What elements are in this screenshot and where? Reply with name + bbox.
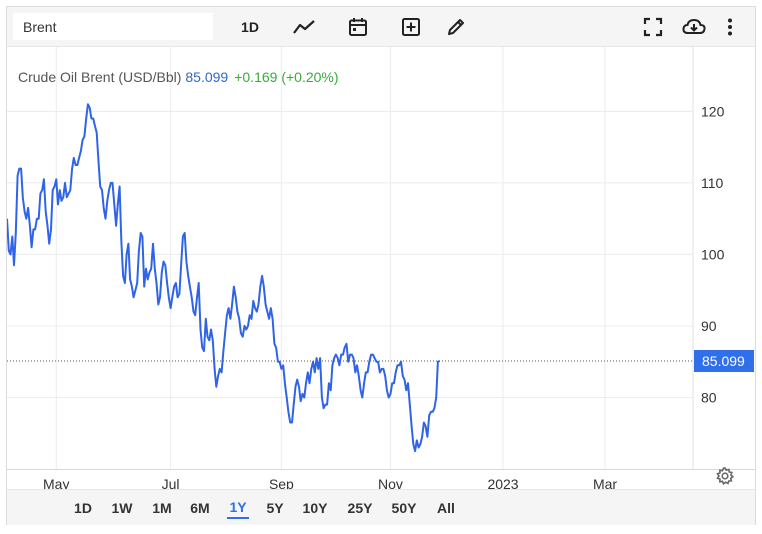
range-button-6m[interactable]: 6M <box>190 500 210 516</box>
range-button-1d[interactable]: 1D <box>74 500 92 516</box>
timeframe-button[interactable]: 1D <box>241 19 259 35</box>
line-chart-icon <box>293 20 315 34</box>
legend-instrument-name: Crude Oil Brent (USD/Bbl) <box>18 69 182 85</box>
calendar-icon <box>349 18 367 36</box>
x-tick-label: Mar <box>593 476 617 489</box>
add-indicator-button[interactable] <box>397 13 425 41</box>
last-price-tag: 85.099 <box>694 350 754 373</box>
y-tick-label: 120 <box>701 103 725 119</box>
gear-icon <box>716 467 735 486</box>
fullscreen-button[interactable] <box>639 13 667 41</box>
y-tick-label: 100 <box>701 246 725 262</box>
x-tick-label: Jul <box>162 476 180 489</box>
settings-button[interactable] <box>715 466 735 486</box>
legend-price: 85.099 <box>185 69 229 85</box>
range-button-1y[interactable]: 1Y <box>227 497 249 519</box>
symbol-search-input[interactable] <box>13 13 213 40</box>
x-tick-label: 2023 <box>487 476 518 489</box>
chart-widget: 1D 80 90 100 110 120 May Jul Sep Nov 2023 Mar <box>6 6 756 525</box>
plus-square-icon <box>402 18 420 36</box>
chart-type-button[interactable] <box>290 13 318 41</box>
x-axis-labels: May Jul Sep Nov 2023 Mar <box>43 476 617 489</box>
last-price-tag-bg <box>694 350 754 373</box>
range-button-10y[interactable]: 10Y <box>302 500 328 516</box>
more-options-button[interactable] <box>720 13 740 41</box>
y-axis-labels: 80 90 100 110 120 <box>701 103 725 405</box>
fullscreen-icon <box>643 17 663 37</box>
legend-change: +0.169 (+0.20%) <box>234 69 339 85</box>
range-button-25y[interactable]: 25Y <box>347 500 373 516</box>
cloud-download-icon <box>682 18 706 34</box>
chart-grid <box>7 110 693 398</box>
time-range-bar: 1D 1W 1M 6M 1Y 5Y 10Y 25Y 50Y All <box>7 489 755 525</box>
range-button-50y[interactable]: 50Y <box>391 500 417 516</box>
x-tick-label: Sep <box>269 476 294 489</box>
chart-x-grid <box>55 47 606 469</box>
y-tick-label: 90 <box>701 318 717 334</box>
last-price-tag-text: 85.099 <box>702 353 745 369</box>
download-button[interactable] <box>680 13 708 41</box>
date-range-button[interactable] <box>344 13 372 41</box>
chart-toolbar: 1D <box>7 7 755 47</box>
range-button-1m[interactable]: 1M <box>152 500 172 516</box>
range-button-1w[interactable]: 1W <box>111 500 133 516</box>
more-vertical-icon <box>728 18 732 36</box>
x-tick-label: Nov <box>378 476 403 489</box>
range-button-all[interactable]: All <box>437 500 455 516</box>
range-button-5y[interactable]: 5Y <box>266 500 284 516</box>
x-tick-label: May <box>43 476 69 489</box>
series-line-brent <box>7 103 441 453</box>
y-tick-label: 110 <box>701 175 724 191</box>
y-tick-label: 80 <box>701 389 717 405</box>
chart-plot[interactable]: 80 90 100 110 120 May Jul Sep Nov 2023 Mar 85.099 <box>7 47 755 489</box>
chart-legend: Crude Oil Brent (USD/Bbl) 85.099 +0.169 (+… <box>18 69 339 85</box>
drawing-tool-button[interactable] <box>442 13 470 41</box>
pencil-icon <box>448 19 464 35</box>
